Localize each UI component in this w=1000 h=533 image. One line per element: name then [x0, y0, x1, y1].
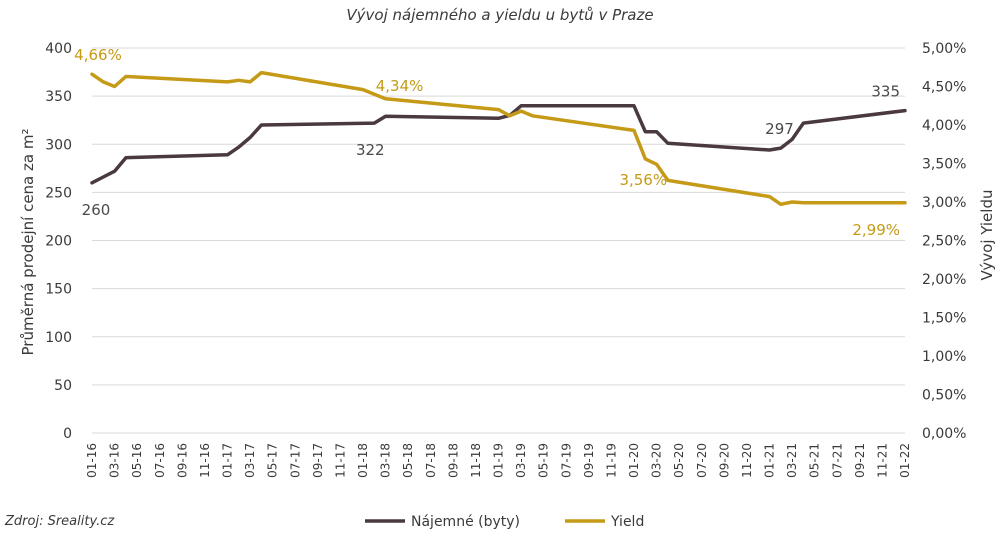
x-tick-label: 01-21: [763, 443, 777, 478]
chart-title: Vývoj nájemného a yieldu u bytů v Praze: [346, 6, 653, 24]
x-tick-label: 03-19: [514, 443, 528, 478]
x-tick-label: 07-21: [830, 443, 844, 478]
left-tick-label: 0: [63, 426, 72, 442]
x-tick-label: 09-18: [446, 443, 460, 478]
right-axis-title: Vývoj Yieldu: [978, 190, 996, 281]
data-label: 4,66%: [74, 46, 122, 64]
data-label: 297: [765, 120, 794, 138]
x-tick-label: 11-20: [740, 443, 754, 478]
data-label: 4,34%: [376, 77, 424, 95]
right-tick-label: 4,00%: [922, 118, 966, 134]
x-tick-label: 01-22: [898, 443, 912, 478]
x-tick-label: 05-21: [808, 443, 822, 478]
series-lines: [90, 70, 907, 207]
x-tick-label: 09-19: [582, 443, 596, 478]
data-label: 2,99%: [852, 221, 900, 239]
left-tick-label: 350: [45, 89, 72, 105]
x-tick-label: 11-16: [198, 443, 212, 478]
right-tick-label: 0,00%: [922, 426, 966, 442]
x-tick-label: 03-16: [108, 443, 122, 478]
x-tick-label: 11-21: [875, 443, 889, 478]
right-tick-label: 4,50%: [922, 80, 966, 96]
x-tick-label: 03-20: [650, 443, 664, 478]
data-labels: 260 322 297 335 4,66% 4,34% 3,56% 2,99%: [74, 46, 900, 239]
left-axis-ticks: 0 50 100 150 200 250 300 350 400: [45, 41, 72, 442]
data-label: 335: [871, 83, 900, 101]
x-tick-label: 07-17: [288, 443, 302, 478]
x-tick-label: 11-18: [469, 443, 483, 478]
left-tick-label: 50: [54, 378, 72, 394]
x-tick-label: 09-17: [311, 443, 325, 478]
data-label: 322: [356, 141, 385, 159]
x-tick-label: 05-20: [672, 443, 686, 478]
x-tick-label: 11-19: [604, 443, 618, 478]
data-label: 3,56%: [619, 171, 667, 189]
x-tick-label: 07-16: [153, 443, 167, 478]
gridlines: [92, 47, 905, 434]
x-tick-label: 05-19: [537, 443, 551, 478]
right-tick-label: 5,00%: [922, 41, 966, 57]
left-tick-label: 250: [45, 185, 72, 201]
legend-label: Yield: [610, 514, 644, 530]
x-tick-label: 01-18: [356, 443, 370, 478]
x-axis-ticks: 01-16 03-16 05-16 07-16 09-16 11-16 01-17 03-17…: [85, 443, 912, 478]
x-tick-label: 09-16: [175, 443, 189, 478]
left-axis-title: Průměrná prodejní cena za m²: [19, 129, 37, 356]
left-tick-label: 300: [45, 137, 72, 153]
x-tick-label: 05-17: [266, 443, 280, 478]
x-tick-label: 01-16: [85, 443, 99, 478]
yield-series-line: [90, 70, 907, 207]
x-tick-label: 01-19: [492, 443, 506, 478]
x-tick-label: 09-20: [717, 443, 731, 478]
left-tick-label: 150: [45, 282, 72, 298]
data-label: 260: [82, 201, 111, 219]
x-tick-label: 01-20: [627, 443, 641, 478]
x-tick-label: 03-18: [379, 443, 393, 478]
right-tick-label: 3,50%: [922, 157, 966, 173]
x-tick-label: 03-17: [243, 443, 257, 478]
right-tick-label: 2,00%: [922, 272, 966, 288]
right-axis-ticks: 0,00% 0,50% 1,00% 1,50% 2,00% 2,50% 3,00% 3,50%…: [922, 41, 966, 442]
x-tick-label: 03-21: [785, 443, 799, 478]
x-tick-label: 07-20: [695, 443, 709, 478]
x-tick-label: 11-17: [333, 443, 347, 478]
left-tick-label: 100: [45, 330, 72, 346]
right-tick-label: 1,50%: [922, 311, 966, 327]
right-tick-label: 0,50%: [922, 388, 966, 404]
left-tick-label: 200: [45, 234, 72, 250]
left-tick-label: 400: [45, 41, 72, 57]
x-tick-label: 09-21: [853, 443, 867, 478]
legend-label: Nájemné (byty): [411, 514, 520, 530]
x-tick-label: 01-17: [221, 443, 235, 478]
x-tick-label: 07-18: [424, 443, 438, 478]
x-tick-label: 05-16: [130, 443, 144, 478]
x-tick-label: 05-18: [401, 443, 415, 478]
source-note: Zdroj: Sreality.cz: [4, 514, 115, 529]
right-tick-label: 2,50%: [922, 234, 966, 250]
legend: Nájemné (byty) Yield: [365, 514, 644, 530]
right-tick-label: 1,00%: [922, 349, 966, 365]
x-tick-label: 07-19: [559, 443, 573, 478]
right-tick-label: 3,00%: [922, 195, 966, 211]
